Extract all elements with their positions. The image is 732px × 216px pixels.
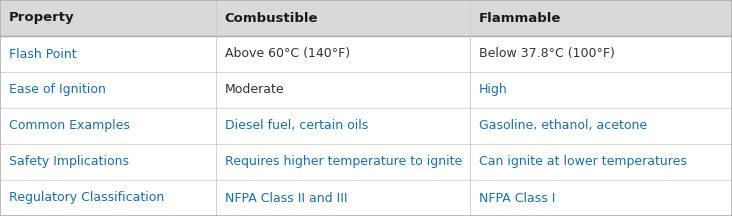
Text: Requires higher temperature to ignite: Requires higher temperature to ignite [225, 156, 462, 168]
Text: Common Examples: Common Examples [9, 119, 130, 132]
Text: Diesel fuel, certain oils: Diesel fuel, certain oils [225, 119, 368, 132]
Text: Flash Point: Flash Point [9, 48, 76, 60]
Bar [0, 36, 732, 72]
Text: High: High [479, 84, 508, 97]
Text: Combustible: Combustible [225, 11, 318, 24]
Bar [0, 144, 732, 180]
Text: NFPA Class I: NFPA Class I [479, 192, 556, 205]
Text: Gasoline, ethanol, acetone: Gasoline, ethanol, acetone [479, 119, 647, 132]
Text: Moderate: Moderate [225, 84, 284, 97]
Bar [0, 72, 732, 108]
Text: Property: Property [9, 11, 75, 24]
Text: NFPA Class II and III: NFPA Class II and III [225, 192, 347, 205]
Text: Flammable: Flammable [479, 11, 561, 24]
Bar [0, 108, 732, 144]
Text: Ease of Ignition: Ease of Ignition [9, 84, 105, 97]
Text: Regulatory Classification: Regulatory Classification [9, 192, 164, 205]
Text: Above 60°C (140°F): Above 60°C (140°F) [225, 48, 350, 60]
Bar [0, 180, 732, 216]
Text: Can ignite at lower temperatures: Can ignite at lower temperatures [479, 156, 687, 168]
Text: Safety Implications: Safety Implications [9, 156, 129, 168]
Text: Below 37.8°C (100°F): Below 37.8°C (100°F) [479, 48, 615, 60]
Bar [0, 0, 732, 36]
